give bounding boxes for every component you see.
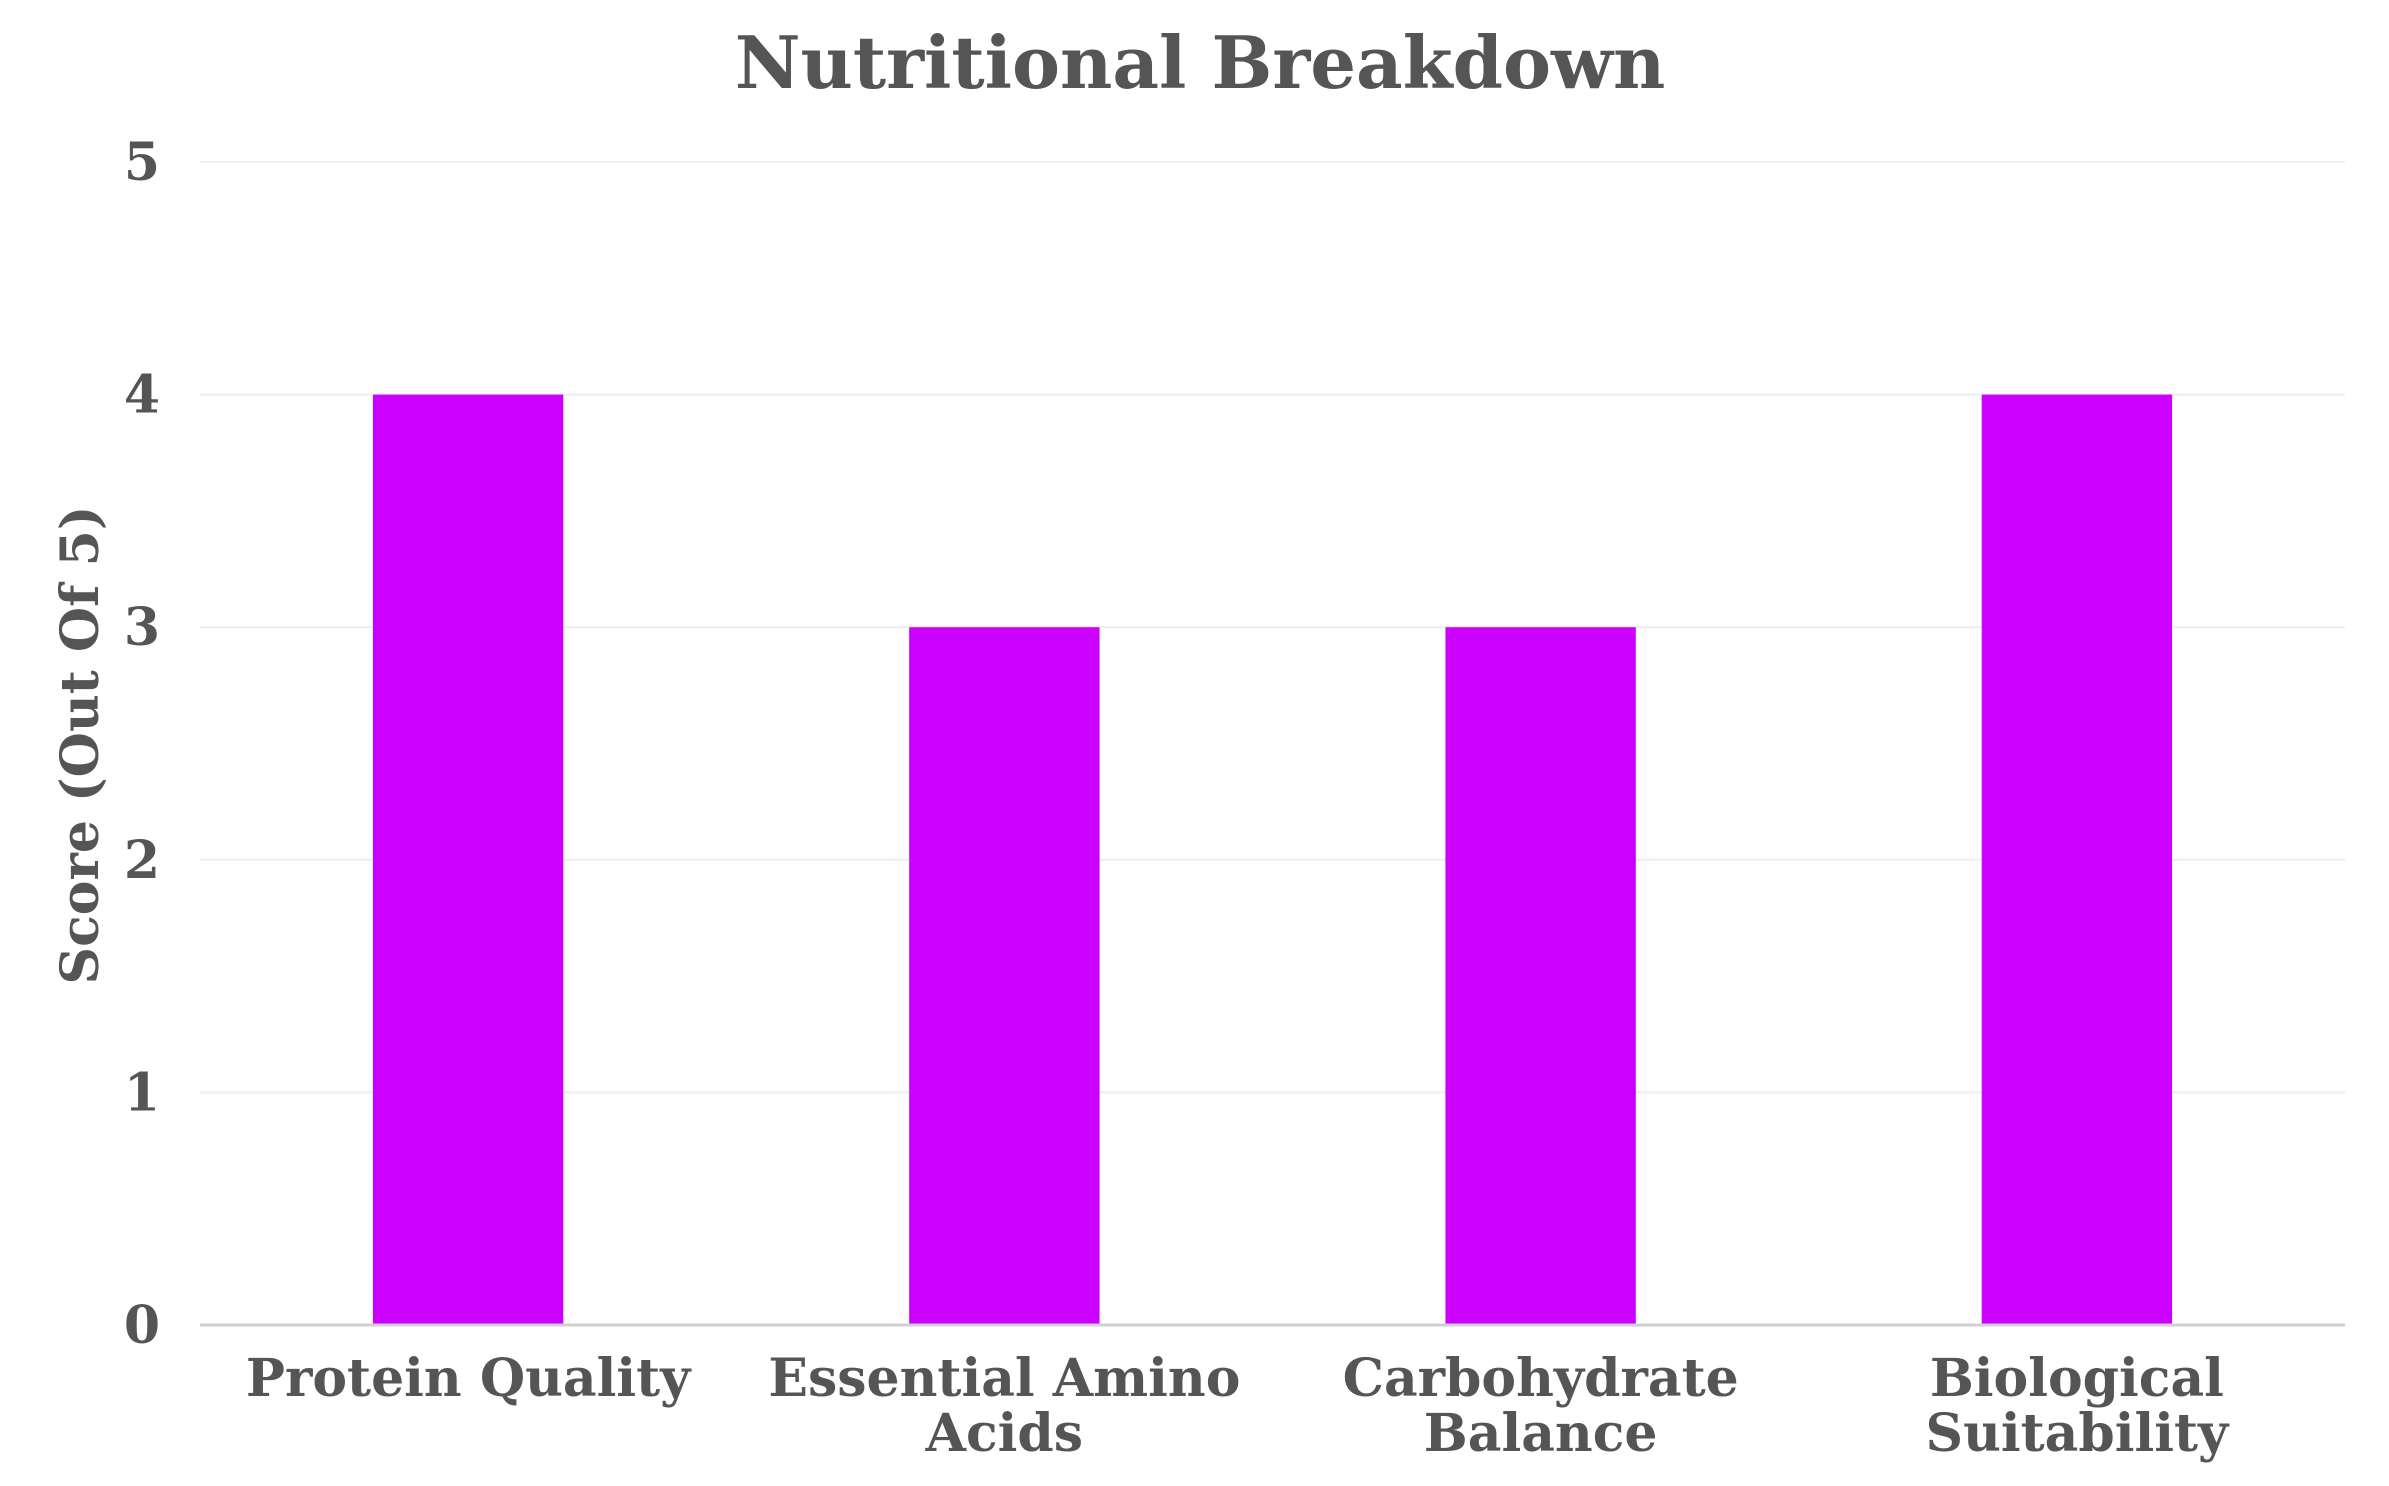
x-category-label: Biological Suitability [1926,1348,2230,1464]
bar-0 [372,394,564,1326]
x-category-label-line: Balance [1424,1403,1658,1464]
bar-1 [909,627,1100,1325]
x-category-label: Carbohydrate Balance [1343,1348,1739,1464]
x-category-label-line: Biological [1930,1348,2224,1409]
bar-2 [1445,627,1636,1325]
bar-3 [1981,394,2173,1326]
x-category-label: Essential Amino Acids [768,1348,1240,1464]
y-tick-label: 1 [124,1062,160,1123]
x-category-label-line: Acids [925,1403,1083,1464]
y-tick-label: 3 [124,597,160,658]
x-category-label: Protein Quality [246,1348,692,1409]
y-axis-ticks: 0 1 2 3 4 5 [124,132,160,1356]
y-tick-label: 5 [124,132,160,193]
x-category-label-line: Protein Quality [246,1348,692,1409]
y-tick-label: 0 [124,1295,160,1356]
x-category-label-line: Essential Amino [768,1348,1240,1409]
bars [372,394,2173,1326]
chart-title: Nutritional Breakdown [735,20,1666,105]
x-category-label-line: Suitability [1926,1403,2230,1464]
x-axis-categories: Protein Quality Essential Amino Acids Carbo… [246,1348,2230,1464]
x-category-label-line: Carbohydrate [1343,1348,1739,1409]
y-axis-label: Score (Out Of 5) [50,506,111,985]
y-tick-label: 4 [124,365,160,426]
y-tick-label: 2 [124,830,160,891]
